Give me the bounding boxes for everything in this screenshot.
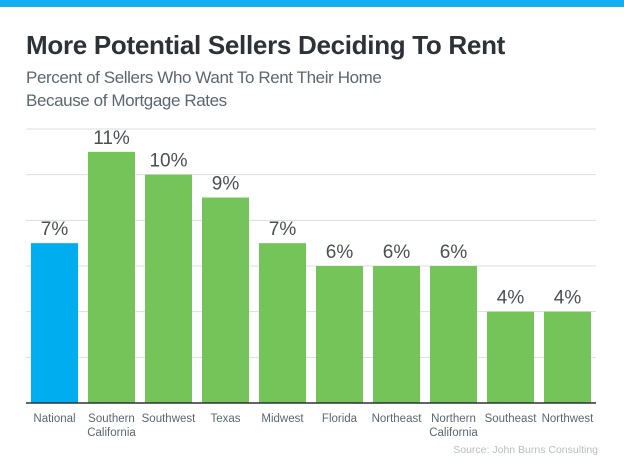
data-label: 10% [149, 151, 187, 172]
bar [259, 243, 306, 403]
data-label: 11% [93, 128, 130, 149]
source-note: Source: John Burns Consulting [453, 444, 598, 456]
x-tick-label: Texas [210, 413, 240, 425]
x-tick-label: Northeast [372, 413, 423, 425]
chart-subtitle: Percent of Sellers Who Want To Rent Thei… [26, 66, 382, 112]
chart-title: More Potential Sellers Deciding To Rent [26, 30, 506, 60]
data-label: 6% [326, 242, 354, 263]
x-tick-label: Florida [322, 413, 358, 425]
bar [487, 311, 534, 403]
data-label: 6% [383, 242, 411, 263]
bar [145, 174, 192, 403]
bar [430, 266, 477, 403]
bar [88, 151, 135, 403]
bar [202, 197, 249, 403]
x-tick-label: Midwest [261, 413, 304, 425]
data-label: 9% [212, 174, 240, 195]
bar [31, 243, 78, 403]
x-tick-label: Southern California [87, 413, 136, 439]
bar [316, 266, 363, 403]
data-label: 4% [497, 288, 525, 309]
x-tick-label: Southeast [485, 413, 538, 425]
subtitle-line-1: Percent of Sellers Who Want To Rent Thei… [26, 68, 382, 87]
data-label: 4% [554, 288, 582, 309]
bar [544, 311, 591, 403]
x-tick-label: Southwest [142, 413, 197, 425]
x-tick-label: National [33, 413, 75, 425]
data-label: 6% [440, 242, 468, 263]
subtitle-line-2: Because of Mortgage Rates [26, 91, 227, 110]
data-label: 7% [41, 219, 69, 240]
x-tick-label: Northern California [429, 413, 478, 439]
x-tick-label: Northwest [542, 413, 595, 425]
bar [373, 266, 420, 403]
top-accent-bar [0, 0, 624, 7]
data-label: 7% [269, 219, 297, 240]
